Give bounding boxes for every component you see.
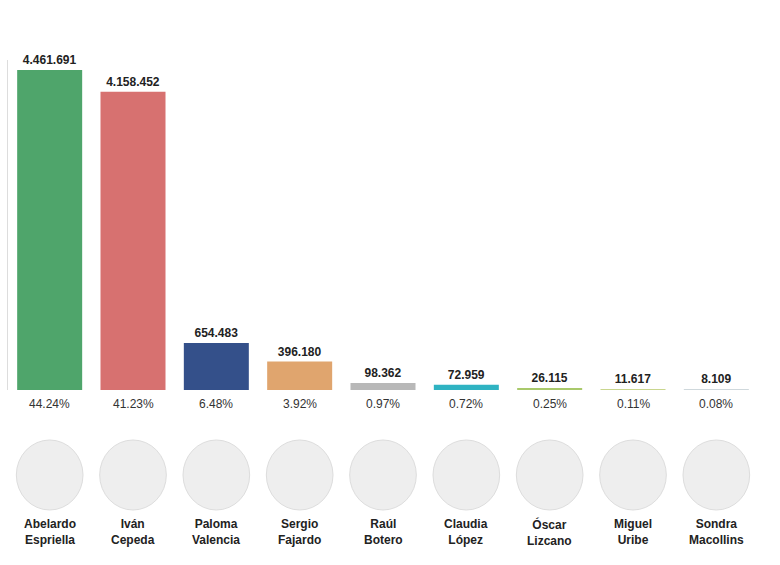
svg-text:41.23%: 41.23%: [113, 397, 154, 411]
svg-text:ClaudiaLópez: ClaudiaLópez: [444, 517, 488, 547]
svg-text:654.483: 654.483: [194, 326, 238, 340]
svg-text:SondraMacollins: SondraMacollins: [689, 517, 744, 547]
svg-text:4.461.691: 4.461.691: [23, 53, 77, 67]
svg-text:11.617: 11.617: [615, 372, 651, 386]
svg-text:RaúlBotero: RaúlBotero: [364, 517, 403, 547]
svg-text:0.25%: 0.25%: [533, 397, 567, 411]
svg-text:AbelardoEspriella: AbelardoEspriella: [24, 517, 76, 547]
svg-text:4.158.452: 4.158.452: [106, 75, 160, 89]
svg-text:6.48%: 6.48%: [199, 397, 233, 411]
svg-text:0.72%: 0.72%: [449, 397, 483, 411]
svg-text:72.959: 72.959: [448, 368, 485, 382]
svg-text:MiguelUribe: MiguelUribe: [614, 517, 652, 547]
svg-text:98.362: 98.362: [364, 366, 401, 380]
svg-text:0.08%: 0.08%: [699, 397, 733, 411]
svg-text:0.11%: 0.11%: [617, 397, 650, 411]
svg-text:44.24%: 44.24%: [29, 397, 70, 411]
svg-text:IvánCepeda: IvánCepeda: [111, 517, 155, 547]
svg-text:26.115: 26.115: [531, 371, 567, 385]
svg-text:396.180: 396.180: [278, 345, 322, 359]
svg-text:PalomaValencia: PalomaValencia: [192, 517, 240, 547]
svg-text:ÓscarLizcano: ÓscarLizcano: [527, 517, 572, 548]
svg-text:3.92%: 3.92%: [283, 397, 317, 411]
svg-text:SergioFajardo: SergioFajardo: [278, 517, 321, 547]
svg-text:8.109: 8.109: [701, 372, 731, 386]
svg-text:0.97%: 0.97%: [366, 397, 400, 411]
